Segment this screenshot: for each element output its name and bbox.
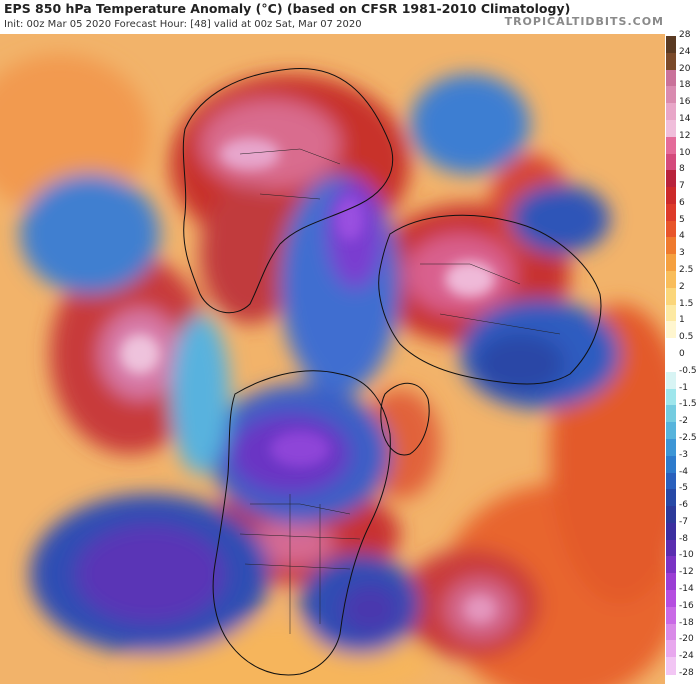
legend-swatch [666,657,676,675]
legend-swatch [666,438,676,457]
legend-tick-label: 14 [679,113,691,124]
legend-swatch [666,455,676,474]
legend-swatch [666,136,676,155]
legend-tick-label: 7 [679,181,685,192]
legend-tick-label: -28 [679,668,694,678]
legend-swatch [666,388,676,406]
legend-tick-label: 2 [679,281,685,292]
legend-tick-label: -14 [679,584,694,595]
anomaly-map [0,34,665,684]
legend-tick-label: -4 [679,466,688,477]
site-brand: TROPICALTIDBITS.COM [504,15,664,28]
anomaly-details [120,138,496,623]
legend-tick-label: -20 [679,634,694,645]
legend-swatch [666,69,676,87]
legend-tick-label: -2 [679,416,688,427]
legend-swatch [666,103,676,121]
legend-swatch [666,489,676,507]
legend-tick-label: -1.5 [679,399,697,410]
legend-swatch [666,506,676,524]
legend-swatch [666,472,676,490]
legend-swatch [666,86,676,104]
legend-tick-label: 18 [679,80,691,91]
legend-swatch [666,237,676,255]
legend-swatch [666,422,676,440]
legend-swatch [666,52,676,71]
legend-swatch [666,203,676,222]
legend-swatch [666,321,676,339]
legend-tick-label: 0.5 [679,332,694,343]
legend-tick-label: 20 [679,63,691,74]
legend-tick-label: 10 [679,147,691,158]
legend-tick-label: 4 [679,231,685,242]
map-header: EPS 850 hPa Temperature Anomaly (°C) (ba… [0,0,700,34]
legend-tick-label: -24 [679,651,694,662]
legend-tick-label: 0 [679,349,685,359]
legend-tick-label: -1 [679,382,688,393]
legend-tick-label: 1 [679,315,685,326]
color-legend: 28 24 20 18 16 14 12 10 8 7 6 5 4 3 2.5 2 1.5 1 0.5 0 -0.5 -1… [666,30,700,684]
legend-swatch [666,355,676,373]
legend-swatch [666,271,676,289]
legend-tick-label: -0.5 [679,365,697,376]
legend-tick-label: -18 [679,617,694,628]
map-title: EPS 850 hPa Temperature Anomaly (°C) (ba… [4,1,571,16]
legend-swatch [666,522,676,541]
legend-swatch [666,405,676,423]
legend-tick-label: 3 [679,248,685,259]
legend-tick-label: -2.5 [679,432,697,443]
legend-swatch [666,170,676,188]
legend-swatch [666,287,676,306]
legend-tick-label: 8 [679,164,685,175]
legend-swatch [666,153,676,171]
legend-tick-label: 16 [679,97,691,108]
legend-swatch [666,119,676,138]
legend-swatch [666,573,676,591]
legend-swatch [666,304,676,322]
legend-swatch [666,338,676,356]
legend-tick-label: -3 [679,449,688,460]
anomaly-field [0,34,665,684]
legend-swatch [666,590,676,608]
legend-tick-label: -6 [679,500,688,511]
legend-tick-label: -7 [679,516,688,527]
legend-tick-label: 28 [679,30,691,40]
legend-tick-label: 2.5 [679,265,694,276]
legend-tick-label: -16 [679,600,694,611]
legend-tick-label: 5 [679,214,685,225]
legend-tick-label: 12 [679,130,691,141]
legend-tick-label: -8 [679,533,688,544]
legend-tick-label: 6 [679,197,685,208]
legend-tick-label: -5 [679,483,688,494]
coastlines [182,67,602,676]
legend-swatch [666,36,676,54]
legend-tick-label: 1.5 [679,298,694,309]
legend-swatch [666,606,676,625]
legend-swatch [666,623,676,641]
legend-swatch [666,640,676,658]
map-subtitle: Init: 00z Mar 05 2020 Forecast Hour: [48… [4,19,362,30]
legend-swatch [666,556,676,574]
legend-tick-label: -10 [679,550,694,561]
legend-tick-label: 24 [679,46,691,57]
legend-swatch [666,371,676,390]
legend-swatch [666,539,676,558]
legend-swatch [666,220,676,239]
legend-tick-label: -12 [679,567,694,578]
legend-swatch [666,254,676,272]
legend-swatch [666,187,676,205]
borders [239,148,561,634]
